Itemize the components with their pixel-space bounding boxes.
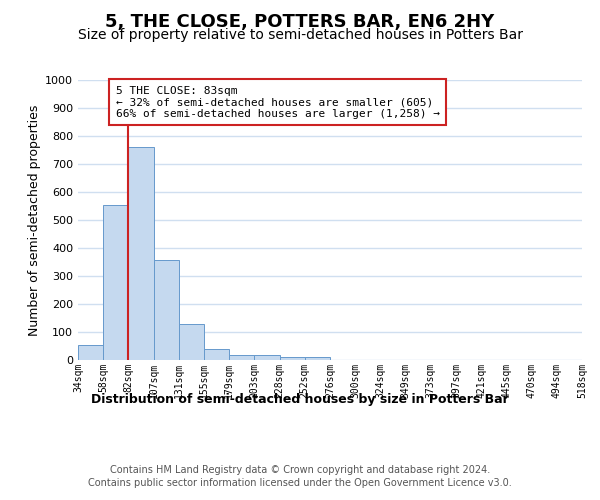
Text: Contains HM Land Registry data © Crown copyright and database right 2024.: Contains HM Land Registry data © Crown c… <box>110 465 490 475</box>
Text: 5, THE CLOSE, POTTERS BAR, EN6 2HY: 5, THE CLOSE, POTTERS BAR, EN6 2HY <box>106 12 494 30</box>
Text: Contains public sector information licensed under the Open Government Licence v3: Contains public sector information licen… <box>88 478 512 488</box>
Y-axis label: Number of semi-detached properties: Number of semi-detached properties <box>28 104 41 336</box>
Text: 5 THE CLOSE: 83sqm
← 32% of semi-detached houses are smaller (605)
66% of semi-d: 5 THE CLOSE: 83sqm ← 32% of semi-detache… <box>116 86 440 119</box>
Text: Distribution of semi-detached houses by size in Potters Bar: Distribution of semi-detached houses by … <box>91 392 509 406</box>
Bar <box>280 357 305 360</box>
Bar <box>103 205 128 360</box>
Bar <box>78 346 103 360</box>
Bar <box>128 147 154 360</box>
Bar <box>179 324 204 360</box>
Bar <box>305 357 330 360</box>
Bar <box>254 355 280 360</box>
Bar <box>229 355 254 360</box>
Bar <box>154 260 179 360</box>
Text: Size of property relative to semi-detached houses in Potters Bar: Size of property relative to semi-detach… <box>77 28 523 42</box>
Bar <box>204 349 229 360</box>
